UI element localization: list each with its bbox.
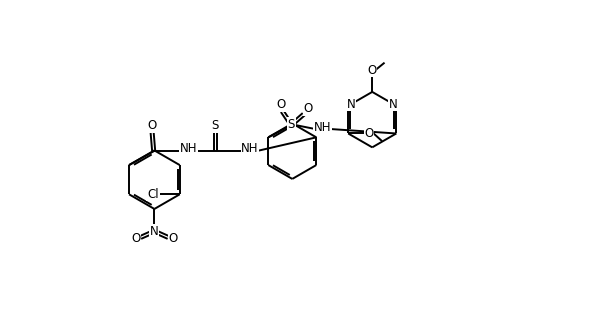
Text: S: S <box>212 119 219 132</box>
Text: S: S <box>288 118 295 131</box>
Text: O: O <box>148 119 157 132</box>
Text: O: O <box>364 127 374 140</box>
Text: O: O <box>276 98 285 112</box>
Text: O: O <box>168 233 177 246</box>
Text: O: O <box>368 64 377 77</box>
Text: Cl: Cl <box>147 188 158 201</box>
Text: NH: NH <box>313 121 331 134</box>
Text: O: O <box>131 233 141 246</box>
Text: N: N <box>150 225 159 238</box>
Text: NH: NH <box>241 142 259 155</box>
Text: O: O <box>304 102 313 115</box>
Text: N: N <box>389 98 398 111</box>
Text: NH: NH <box>180 142 197 155</box>
Text: N: N <box>347 98 356 111</box>
